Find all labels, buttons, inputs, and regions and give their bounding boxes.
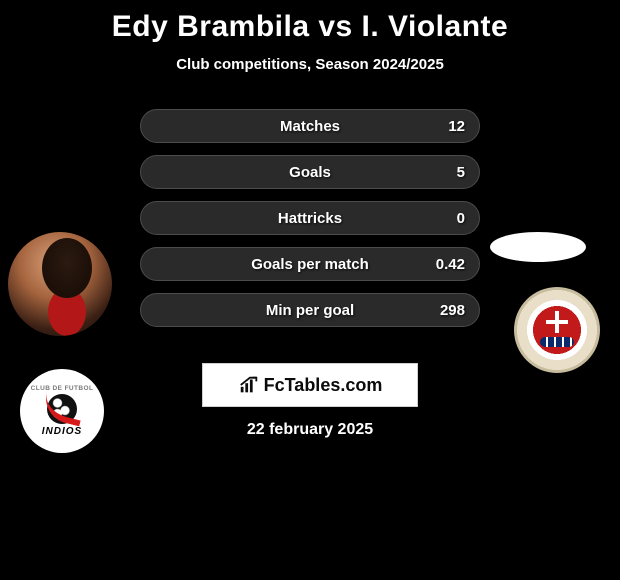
- stat-row: Goals5: [140, 155, 480, 189]
- player-right-photo: [490, 232, 586, 262]
- branding-badge[interactable]: FcTables.com: [202, 363, 418, 407]
- stat-value: 0.42: [436, 256, 465, 273]
- stat-label: Matches: [141, 118, 479, 135]
- soccer-ball-icon: [47, 394, 77, 424]
- page-title: Edy Brambila vs I. Violante: [0, 10, 620, 44]
- branding-label: FcTables.com: [264, 375, 383, 396]
- stat-row: Hattricks0: [140, 201, 480, 235]
- stat-row: Goals per match0.42: [140, 247, 480, 281]
- stat-value: 298: [440, 302, 465, 319]
- club-badge-left-bottom: INDIOS: [42, 426, 82, 437]
- stat-label: Goals per match: [141, 256, 479, 273]
- stat-value: 5: [457, 164, 465, 181]
- club-badge-left-top: CLUB DE FUTBOL: [31, 385, 94, 392]
- comparison-card: Edy Brambila vs I. Violante Club competi…: [0, 0, 620, 439]
- club-badge-left: CLUB DE FUTBOL INDIOS: [20, 369, 104, 453]
- stat-label: Goals: [141, 164, 479, 181]
- bar-chart-icon: [238, 374, 260, 396]
- stat-row: Min per goal298: [140, 293, 480, 327]
- stats-area: CLUB DE FUTBOL INDIOS Matches12Goals5Hat…: [0, 109, 620, 359]
- club-badge-right: [514, 287, 600, 373]
- stat-value: 0: [457, 210, 465, 227]
- stat-row: Matches12: [140, 109, 480, 143]
- swoosh-icon: [40, 392, 85, 427]
- stat-label: Min per goal: [141, 302, 479, 319]
- stat-value: 12: [448, 118, 465, 135]
- subtitle: Club competitions, Season 2024/2025: [0, 56, 620, 73]
- player-left-photo: [8, 232, 112, 336]
- toluca-crest-icon: [534, 307, 580, 353]
- stat-label: Hattricks: [141, 210, 479, 227]
